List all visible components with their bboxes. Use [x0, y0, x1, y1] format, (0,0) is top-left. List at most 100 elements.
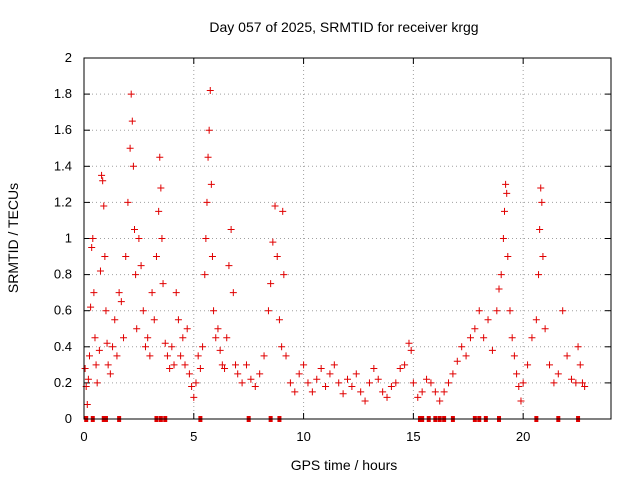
data-point — [122, 253, 130, 261]
data-point — [578, 379, 586, 387]
grid-layer — [84, 58, 611, 419]
y-tick-label: 0.8 — [54, 267, 72, 282]
data-point — [423, 375, 431, 383]
data-point — [157, 184, 165, 192]
data-point — [111, 316, 119, 324]
data-point — [216, 346, 224, 354]
data-point — [519, 379, 527, 387]
data-point — [95, 346, 103, 354]
data-point — [502, 180, 510, 188]
data-point — [510, 352, 518, 360]
data-point — [308, 388, 316, 396]
data-point — [214, 325, 222, 333]
data-point — [466, 334, 474, 342]
y-tick-label: 0.6 — [54, 303, 72, 318]
data-point — [295, 370, 303, 378]
data-point — [365, 379, 373, 387]
data-point — [120, 334, 128, 342]
data-point — [192, 379, 200, 387]
x-tick-label: 5 — [190, 429, 197, 444]
data-point — [541, 325, 549, 333]
data-point — [480, 334, 488, 342]
data-point — [93, 379, 101, 387]
data-point — [101, 253, 109, 261]
data-point — [139, 307, 147, 315]
data-point — [414, 393, 422, 401]
data-point — [279, 207, 287, 215]
data-point — [370, 364, 378, 372]
data-point — [234, 370, 242, 378]
data-point — [317, 364, 325, 372]
x-tick-label: 10 — [296, 429, 310, 444]
data-point — [286, 379, 294, 387]
data-point — [574, 343, 582, 351]
data-point — [188, 383, 196, 391]
data-point — [273, 253, 281, 261]
data-point — [247, 375, 255, 383]
data-point — [212, 334, 220, 342]
data-point — [168, 343, 176, 351]
data-point — [106, 370, 114, 378]
data-point — [501, 207, 509, 215]
plot-frame — [83, 57, 612, 420]
data-point — [458, 343, 466, 351]
data-point — [538, 198, 546, 206]
data-point — [563, 352, 571, 360]
data-point — [401, 361, 409, 369]
data-point — [269, 238, 277, 246]
data-point — [567, 375, 575, 383]
data-point — [174, 316, 182, 324]
data-point — [91, 334, 99, 342]
data-point — [127, 90, 135, 98]
data-point — [190, 393, 198, 401]
data-point — [275, 316, 283, 324]
data-point — [409, 379, 417, 387]
data-point — [499, 235, 507, 242]
data-point — [185, 370, 193, 378]
data-point — [348, 383, 356, 391]
data-point — [194, 352, 202, 360]
data-point — [161, 339, 169, 347]
data-point — [156, 153, 164, 161]
data-point — [92, 361, 100, 369]
chart-title: Day 057 of 2025, SRMTID for receiver krg… — [209, 19, 478, 35]
data-point — [87, 303, 95, 311]
data-point — [152, 253, 160, 261]
data-point — [497, 271, 505, 279]
data-point — [513, 370, 521, 378]
data-point — [146, 352, 154, 360]
data-point — [493, 307, 501, 315]
data-point — [232, 361, 240, 369]
data-point — [218, 361, 226, 369]
data-point — [183, 325, 191, 333]
data-point — [206, 86, 214, 94]
data-point — [326, 370, 334, 378]
data-point — [141, 343, 149, 351]
y-tick-label: 0.2 — [54, 375, 72, 390]
data-point — [196, 364, 204, 372]
data-point — [179, 334, 187, 342]
data-point — [81, 364, 89, 372]
data-point — [484, 316, 492, 324]
data-point — [203, 198, 211, 206]
data-point — [128, 117, 136, 125]
data-point — [322, 383, 330, 391]
data-point — [83, 401, 91, 409]
data-point — [221, 364, 229, 372]
data-point — [559, 307, 567, 315]
data-point — [208, 253, 216, 261]
data-point — [115, 289, 123, 297]
data-point — [251, 383, 259, 391]
data-point — [177, 352, 185, 360]
x-axis-label: GPS time / hours — [291, 457, 398, 473]
data-point — [524, 361, 532, 369]
data-point — [148, 289, 156, 297]
data-point — [396, 364, 404, 372]
data-point — [537, 184, 545, 192]
data-point — [503, 189, 511, 197]
data-point — [335, 379, 343, 387]
y-tick-label: 1 — [65, 231, 72, 246]
data-point — [150, 316, 158, 324]
data-point — [181, 361, 189, 369]
